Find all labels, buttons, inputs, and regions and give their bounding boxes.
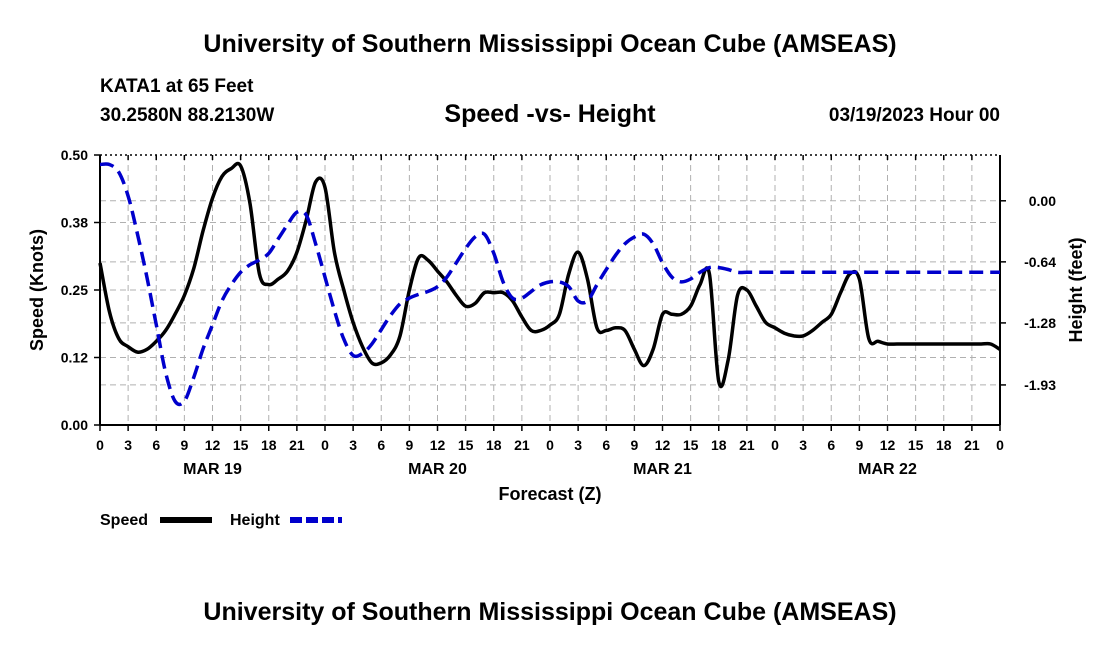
x-tick-label: 15 — [908, 437, 924, 453]
x-tick-label: 21 — [514, 437, 530, 453]
day-label: MAR 21 — [633, 461, 692, 478]
y-right-tick-label: 0.00 — [1029, 193, 1056, 209]
x-tick-label: 15 — [458, 437, 474, 453]
x-tick-label: 0 — [771, 437, 779, 453]
x-tick-label: 9 — [630, 437, 638, 453]
y-right-tick-label: -1.93 — [1024, 377, 1056, 393]
x-tick-label: 12 — [430, 437, 446, 453]
x-tick-label: 9 — [405, 437, 413, 453]
x-tick-label: 0 — [546, 437, 554, 453]
day-label: MAR 19 — [183, 461, 242, 478]
legend-label-speed: Speed — [100, 512, 148, 529]
x-tick-label: 18 — [261, 437, 277, 453]
x-tick-label: 0 — [96, 437, 104, 453]
chart-title: Speed -vs- Height — [444, 100, 656, 128]
day-label: MAR 22 — [858, 461, 917, 478]
y-left-tick-label: 0.12 — [61, 350, 88, 366]
station-label: KATA1 at 65 Feet — [100, 76, 254, 97]
x-tick-label: 12 — [205, 437, 221, 453]
footer-title: University of Southern Mississippi Ocean… — [203, 598, 897, 626]
x-tick-label: 21 — [289, 437, 305, 453]
page-title: University of Southern Mississippi Ocean… — [203, 30, 897, 58]
x-tick-label: 3 — [799, 437, 807, 453]
x-tick-label: 3 — [124, 437, 132, 453]
x-tick-label: 9 — [855, 437, 863, 453]
x-tick-label: 6 — [602, 437, 610, 453]
x-tick-label: 0 — [996, 437, 1004, 453]
x-tick-label: 6 — [152, 437, 160, 453]
x-tick-label: 3 — [574, 437, 582, 453]
y-right-axis-title: Height (feet) — [1066, 238, 1086, 343]
x-tick-label: 3 — [349, 437, 357, 453]
y-right-tick-label: -1.28 — [1024, 315, 1056, 331]
x-tick-label: 9 — [180, 437, 188, 453]
y-left-tick-label: 0.00 — [61, 417, 88, 433]
x-tick-label: 0 — [321, 437, 329, 453]
x-tick-label: 15 — [683, 437, 699, 453]
y-left-tick-label: 0.25 — [61, 282, 88, 298]
x-tick-label: 6 — [377, 437, 385, 453]
y-left-tick-label: 0.38 — [61, 215, 88, 231]
x-tick-label: 6 — [827, 437, 835, 453]
x-tick-label: 15 — [233, 437, 249, 453]
station-coordinates: 30.2580N 88.2130W — [100, 105, 275, 126]
y-left-axis-title: Speed (Knots) — [27, 229, 47, 351]
forecast-datetime: 03/19/2023 Hour 00 — [828, 105, 1000, 126]
x-tick-label: 12 — [655, 437, 671, 453]
x-tick-label: 21 — [739, 437, 755, 453]
legend-label-height: Height — [230, 512, 280, 529]
x-tick-label: 18 — [711, 437, 727, 453]
x-tick-label: 18 — [936, 437, 952, 453]
y-right-tick-label: -0.64 — [1024, 254, 1056, 270]
x-axis-title: Forecast (Z) — [498, 484, 601, 504]
series-line-height — [99, 162, 1000, 407]
x-tick-label: 21 — [964, 437, 980, 453]
x-tick-label: 12 — [880, 437, 896, 453]
y-left-tick-label: 0.50 — [61, 147, 88, 163]
x-tick-label: 18 — [486, 437, 502, 453]
day-label: MAR 20 — [408, 461, 467, 478]
